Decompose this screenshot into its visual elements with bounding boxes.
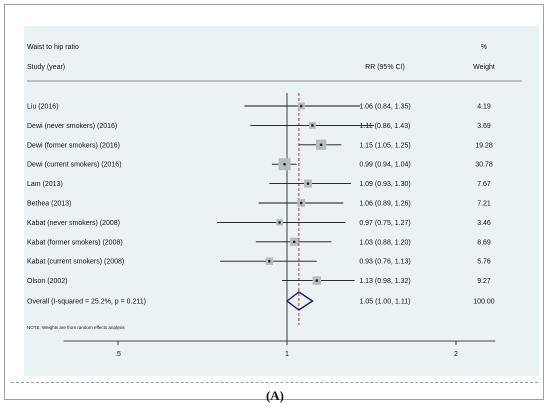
overall-label: Overall (I-squared = 25.2%, p = 0.211) [27,299,146,306]
weight-column-header: Weight [473,64,495,71]
study-rr-ci: 1.15 (1.05, 1.25) [359,142,410,149]
study-weight: 19.28 [475,142,493,149]
study-weight: 3.46 [477,220,491,227]
study-rr-ci: 1.09 (0.93, 1.30) [359,181,410,188]
study-point [315,279,319,282]
overall-diamond [285,291,314,311]
study-weight: 9.27 [477,278,491,285]
study-point [306,182,310,185]
overall-rr-ci: 1.05 (1.00, 1.11) [360,299,411,306]
study-weight: 5.76 [477,259,491,266]
study-rr-ci: 0.97 (0.75, 1.27) [359,220,410,227]
study-label: Dewi (current smokers) (2016) [27,162,122,169]
study-point [268,259,271,263]
study-rr-ci: 1.06 (0.89, 1.26) [359,201,410,208]
figure-caption: (A) [265,388,285,403]
study-label: Lam (2013) [27,181,63,188]
study-label: Dewi (never smokers) (2016) [27,123,117,130]
study-rr-ci: 1.13 (0.98, 1.32) [359,278,410,285]
study-rr-ci: 1.11 (0.86, 1.43) [360,123,411,130]
study-point [319,143,323,147]
study-weight: 4.19 [477,104,491,111]
divider-line [11,382,538,383]
plot-panel [24,26,539,376]
x-axis-tick-label: .5 [115,351,121,358]
overall-weight: 100.00 [473,299,495,306]
study-point [311,124,314,127]
study-rr-ci: 0.99 (0.94, 1.04) [359,162,410,169]
x-axis-tick-label: 2 [454,351,458,358]
study-label: Kabat (current smokers) (2008) [27,259,124,266]
study-weight: 3.69 [477,123,491,130]
study-label: Bethea (2013) [27,201,71,208]
weight-pct-header: % [481,44,487,51]
study-label: Kabat (never smokers) (2008) [27,220,120,227]
forest-plot: Waist to hip ratio % Study (year) RR (95% C… [27,44,522,358]
study-point [283,162,286,166]
study-point [299,104,303,108]
study-rr-ci: 1.06 (0.84, 1.35) [359,104,410,111]
study-rr-ci: 0.93 (0.76, 1.13) [359,259,410,266]
study-weight: 7.21 [477,201,491,208]
study-weight: 8.69 [477,239,491,246]
study-point [299,201,303,205]
rr-column-header: RR (95% CI) [365,64,405,71]
study-weight: 30.78 [475,162,493,169]
study-rr-ci: 1.03 (0.88, 1.20) [359,239,410,246]
chart-title: Waist to hip ratio [27,44,79,51]
study-label: Dewi (former smokers) (2016) [27,142,120,149]
x-axis-tick-label: 1 [285,351,289,358]
study-point [278,221,281,224]
figure-frame: Waist to hip ratio% Study (year) RR (95% C… [4,4,544,403]
study-label: Kabat (former smokers) (2008) [27,239,123,246]
note-text: NOTE: Weights are from random effects an… [27,325,125,330]
study-point [292,240,296,244]
study-label: Olson (2002) [27,278,67,285]
study-weight: 7.67 [477,181,491,188]
study-label: Liu (2016) [27,104,59,111]
study-column-header: Study (year) [27,64,65,71]
